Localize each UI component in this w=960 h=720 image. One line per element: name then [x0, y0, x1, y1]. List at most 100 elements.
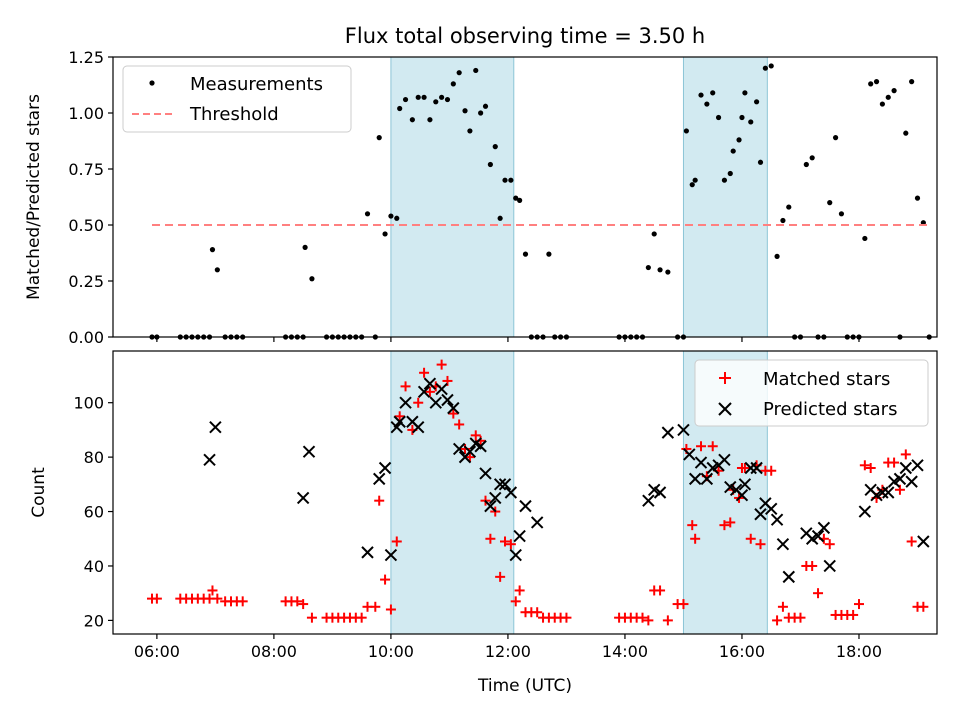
bottom-predicted-stars-point-72	[911, 459, 924, 472]
bottom-predicted-stars-point-54	[765, 502, 778, 516]
top-measurements-point-112	[885, 94, 891, 100]
bottom-predicted-stars-point-38	[677, 423, 690, 437]
top-measurements-point-80	[710, 90, 716, 96]
bottom-predicted-stars-point-7	[384, 548, 398, 562]
top-measurements-point-32	[394, 215, 400, 221]
bottom-predicted-stars-point-66	[876, 486, 889, 499]
bottom-predicted-stars-point-70	[899, 461, 913, 475]
bottom-predicted-stars-point-62	[823, 559, 836, 573]
bottom-predicted-stars-point-56	[776, 537, 790, 551]
bottom-predicted-stars-point-67	[882, 486, 895, 499]
bottom-matched-stars-point-107	[859, 460, 870, 471]
bottom-predicted-stars-point-40	[688, 472, 702, 486]
top-measurements-point-104	[838, 211, 845, 217]
bottom-predicted-stars-point-17	[441, 393, 454, 407]
bottom-predicted-stars-point-3	[302, 445, 316, 458]
top-measurements-point-102	[827, 200, 833, 206]
bottom-matched-stars-point-48	[485, 533, 496, 544]
top-measurements-point-36	[415, 94, 421, 100]
bottom-matched-stars-point-75	[687, 520, 698, 531]
legend-matched-label: Matched stars	[763, 369, 890, 390]
bottom-predicted-stars-point-4	[361, 546, 374, 559]
top-measurements-point-109	[868, 81, 874, 87]
top-measurements-point-111	[879, 101, 885, 107]
top-measurements-point-71	[657, 267, 663, 273]
bottom-matched-stars-point-1	[151, 593, 162, 604]
top-measurements-point-116	[909, 79, 915, 85]
top-measurements-point-69	[645, 264, 651, 271]
top-measurements-point-47	[478, 110, 484, 116]
bottom-matched-stars-point-29	[380, 574, 391, 585]
top-measurements-point-75	[683, 128, 689, 134]
bottom-predicted-stars-point-21	[463, 445, 477, 458]
bottom-predicted-stars-point-41	[694, 456, 708, 469]
bottom-predicted-stars-point-19	[452, 442, 466, 456]
bottom-predicted-stars-point-51	[750, 461, 763, 475]
bottom-predicted-stars-point-50	[744, 461, 757, 475]
legend-measurements-label: Measurements	[190, 74, 323, 95]
bottom-predicted-stars-point-52	[754, 508, 767, 521]
bottom-predicted-stars-point-2	[296, 491, 310, 505]
top-ylabel: Matched/Predicted stars	[24, 94, 44, 300]
bottom-predicted-stars-point-69	[893, 472, 907, 486]
bottom-matched-stars-point-77	[696, 441, 707, 452]
top-measurements-point-48	[482, 103, 489, 109]
top-measurements-point-81	[715, 114, 722, 121]
bottom-matched-stars-point-76	[690, 533, 701, 544]
top-legend-box	[122, 65, 352, 133]
bottom-matched-stars-point-87	[745, 533, 756, 544]
bottom-predicted-stars-point-5	[373, 472, 386, 486]
top-measurements-point-90	[757, 159, 764, 165]
top-measurements-point-29	[376, 135, 382, 141]
top-measurements-point-52	[502, 177, 508, 183]
bottom-matched-stars-point-32	[394, 411, 405, 422]
bottom-matched-stars-point-25	[356, 612, 367, 623]
top-measurements-point-54	[513, 195, 519, 201]
bottom-predicted-stars-point-1	[209, 420, 222, 434]
top-panel: 0.00 0.25 0.50 0.75 1.00 1.25 Matched/Predict…	[24, 48, 938, 347]
top-measurements-point-30	[382, 231, 388, 237]
bottom-matched-stars-point-62	[561, 612, 572, 623]
top-measurements-point-89	[753, 99, 760, 105]
bottom-matched-stars-point-57	[532, 607, 543, 618]
top-measurements-point-93	[774, 253, 780, 259]
bottom-x-tick-label-2: 10:00	[368, 642, 414, 661]
bottom-predicted-stars-point-30	[509, 548, 522, 562]
bottom-matched-stars-point-101	[824, 539, 835, 550]
bottom-matched-stars-point-31	[391, 536, 402, 547]
bottom-matched-stars-point-86	[739, 463, 750, 474]
bottom-predicted-stars-point-57	[782, 570, 795, 584]
top-measurements-point-43	[456, 70, 462, 76]
bottom-matched-stars-point-114	[900, 449, 911, 460]
bottom-panel: 06:00 08:00 10:00 12:00 14:00 16:00 18:00 20 40…	[29, 350, 938, 696]
bottom-matched-stars-point-28	[374, 495, 385, 506]
top-measurements-point-117	[914, 195, 921, 201]
top-shaded-interval-0	[390, 56, 515, 338]
top-measurements-point-39	[433, 99, 439, 105]
top-y-tick-label-3: 0.75	[68, 160, 104, 179]
bottom-predicted-stars-point-24	[479, 467, 492, 480]
top-measurements-point-83	[727, 170, 733, 177]
bottom-matched-stars-point-108	[865, 463, 876, 474]
bottom-predicted-stars-point-28	[498, 478, 512, 491]
top-measurements-point-19	[309, 276, 315, 282]
bottom-matched-stars-point-41	[448, 408, 459, 419]
top-legend: Measurements Threshold	[122, 65, 352, 133]
bottom-legend-box	[694, 359, 929, 427]
bottom-matched-stars-point-99	[813, 588, 824, 599]
bottom-matched-stars-point-115	[906, 536, 917, 547]
bottom-predicted-stars-point-33	[530, 516, 544, 529]
top-measurements-point-99	[809, 155, 815, 161]
top-measurements-point-103	[832, 135, 839, 141]
bottom-matched-stars-point-96	[795, 612, 806, 623]
top-measurements-point-77	[692, 177, 698, 183]
top-measurements-point-53	[508, 177, 514, 183]
bottom-matched-stars-point-93	[777, 601, 788, 612]
top-measurements-point-82	[721, 177, 728, 183]
top-measurements-point-45	[467, 128, 473, 134]
bottom-matched-stars-point-17	[298, 599, 309, 610]
legend-matched-marker	[719, 372, 731, 384]
bottom-predicted-stars-point-15	[429, 396, 442, 409]
top-measurements-point-51	[497, 215, 503, 221]
